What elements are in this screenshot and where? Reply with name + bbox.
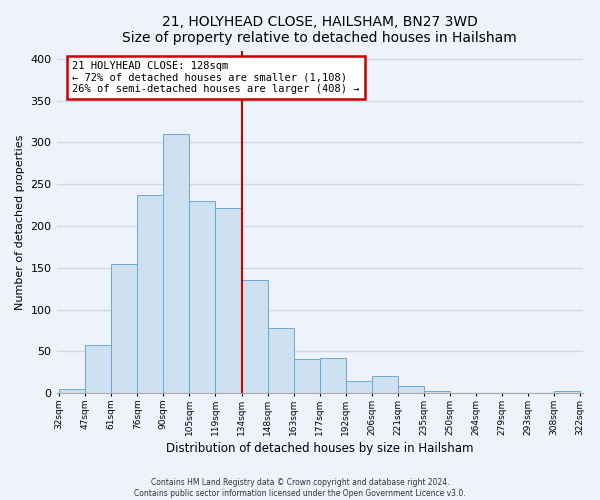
Bar bbox=[268, 328, 293, 393]
Bar bbox=[163, 134, 190, 393]
Bar bbox=[215, 208, 242, 393]
Bar bbox=[242, 280, 268, 393]
Bar bbox=[398, 386, 424, 393]
Bar bbox=[346, 380, 372, 393]
X-axis label: Distribution of detached houses by size in Hailsham: Distribution of detached houses by size … bbox=[166, 442, 473, 455]
Y-axis label: Number of detached properties: Number of detached properties bbox=[15, 134, 25, 310]
Bar bbox=[372, 376, 398, 393]
Bar bbox=[85, 346, 111, 393]
Bar bbox=[424, 390, 450, 393]
Bar bbox=[190, 201, 215, 393]
Bar bbox=[111, 264, 137, 393]
Bar bbox=[59, 389, 85, 393]
Title: 21, HOLYHEAD CLOSE, HAILSHAM, BN27 3WD
Size of property relative to detached hou: 21, HOLYHEAD CLOSE, HAILSHAM, BN27 3WD S… bbox=[122, 15, 517, 45]
Bar bbox=[554, 390, 580, 393]
Bar bbox=[293, 359, 320, 393]
Text: 21 HOLYHEAD CLOSE: 128sqm
← 72% of detached houses are smaller (1,108)
26% of se: 21 HOLYHEAD CLOSE: 128sqm ← 72% of detac… bbox=[73, 61, 360, 94]
Bar bbox=[320, 358, 346, 393]
Bar bbox=[137, 195, 163, 393]
Text: Contains HM Land Registry data © Crown copyright and database right 2024.
Contai: Contains HM Land Registry data © Crown c… bbox=[134, 478, 466, 498]
